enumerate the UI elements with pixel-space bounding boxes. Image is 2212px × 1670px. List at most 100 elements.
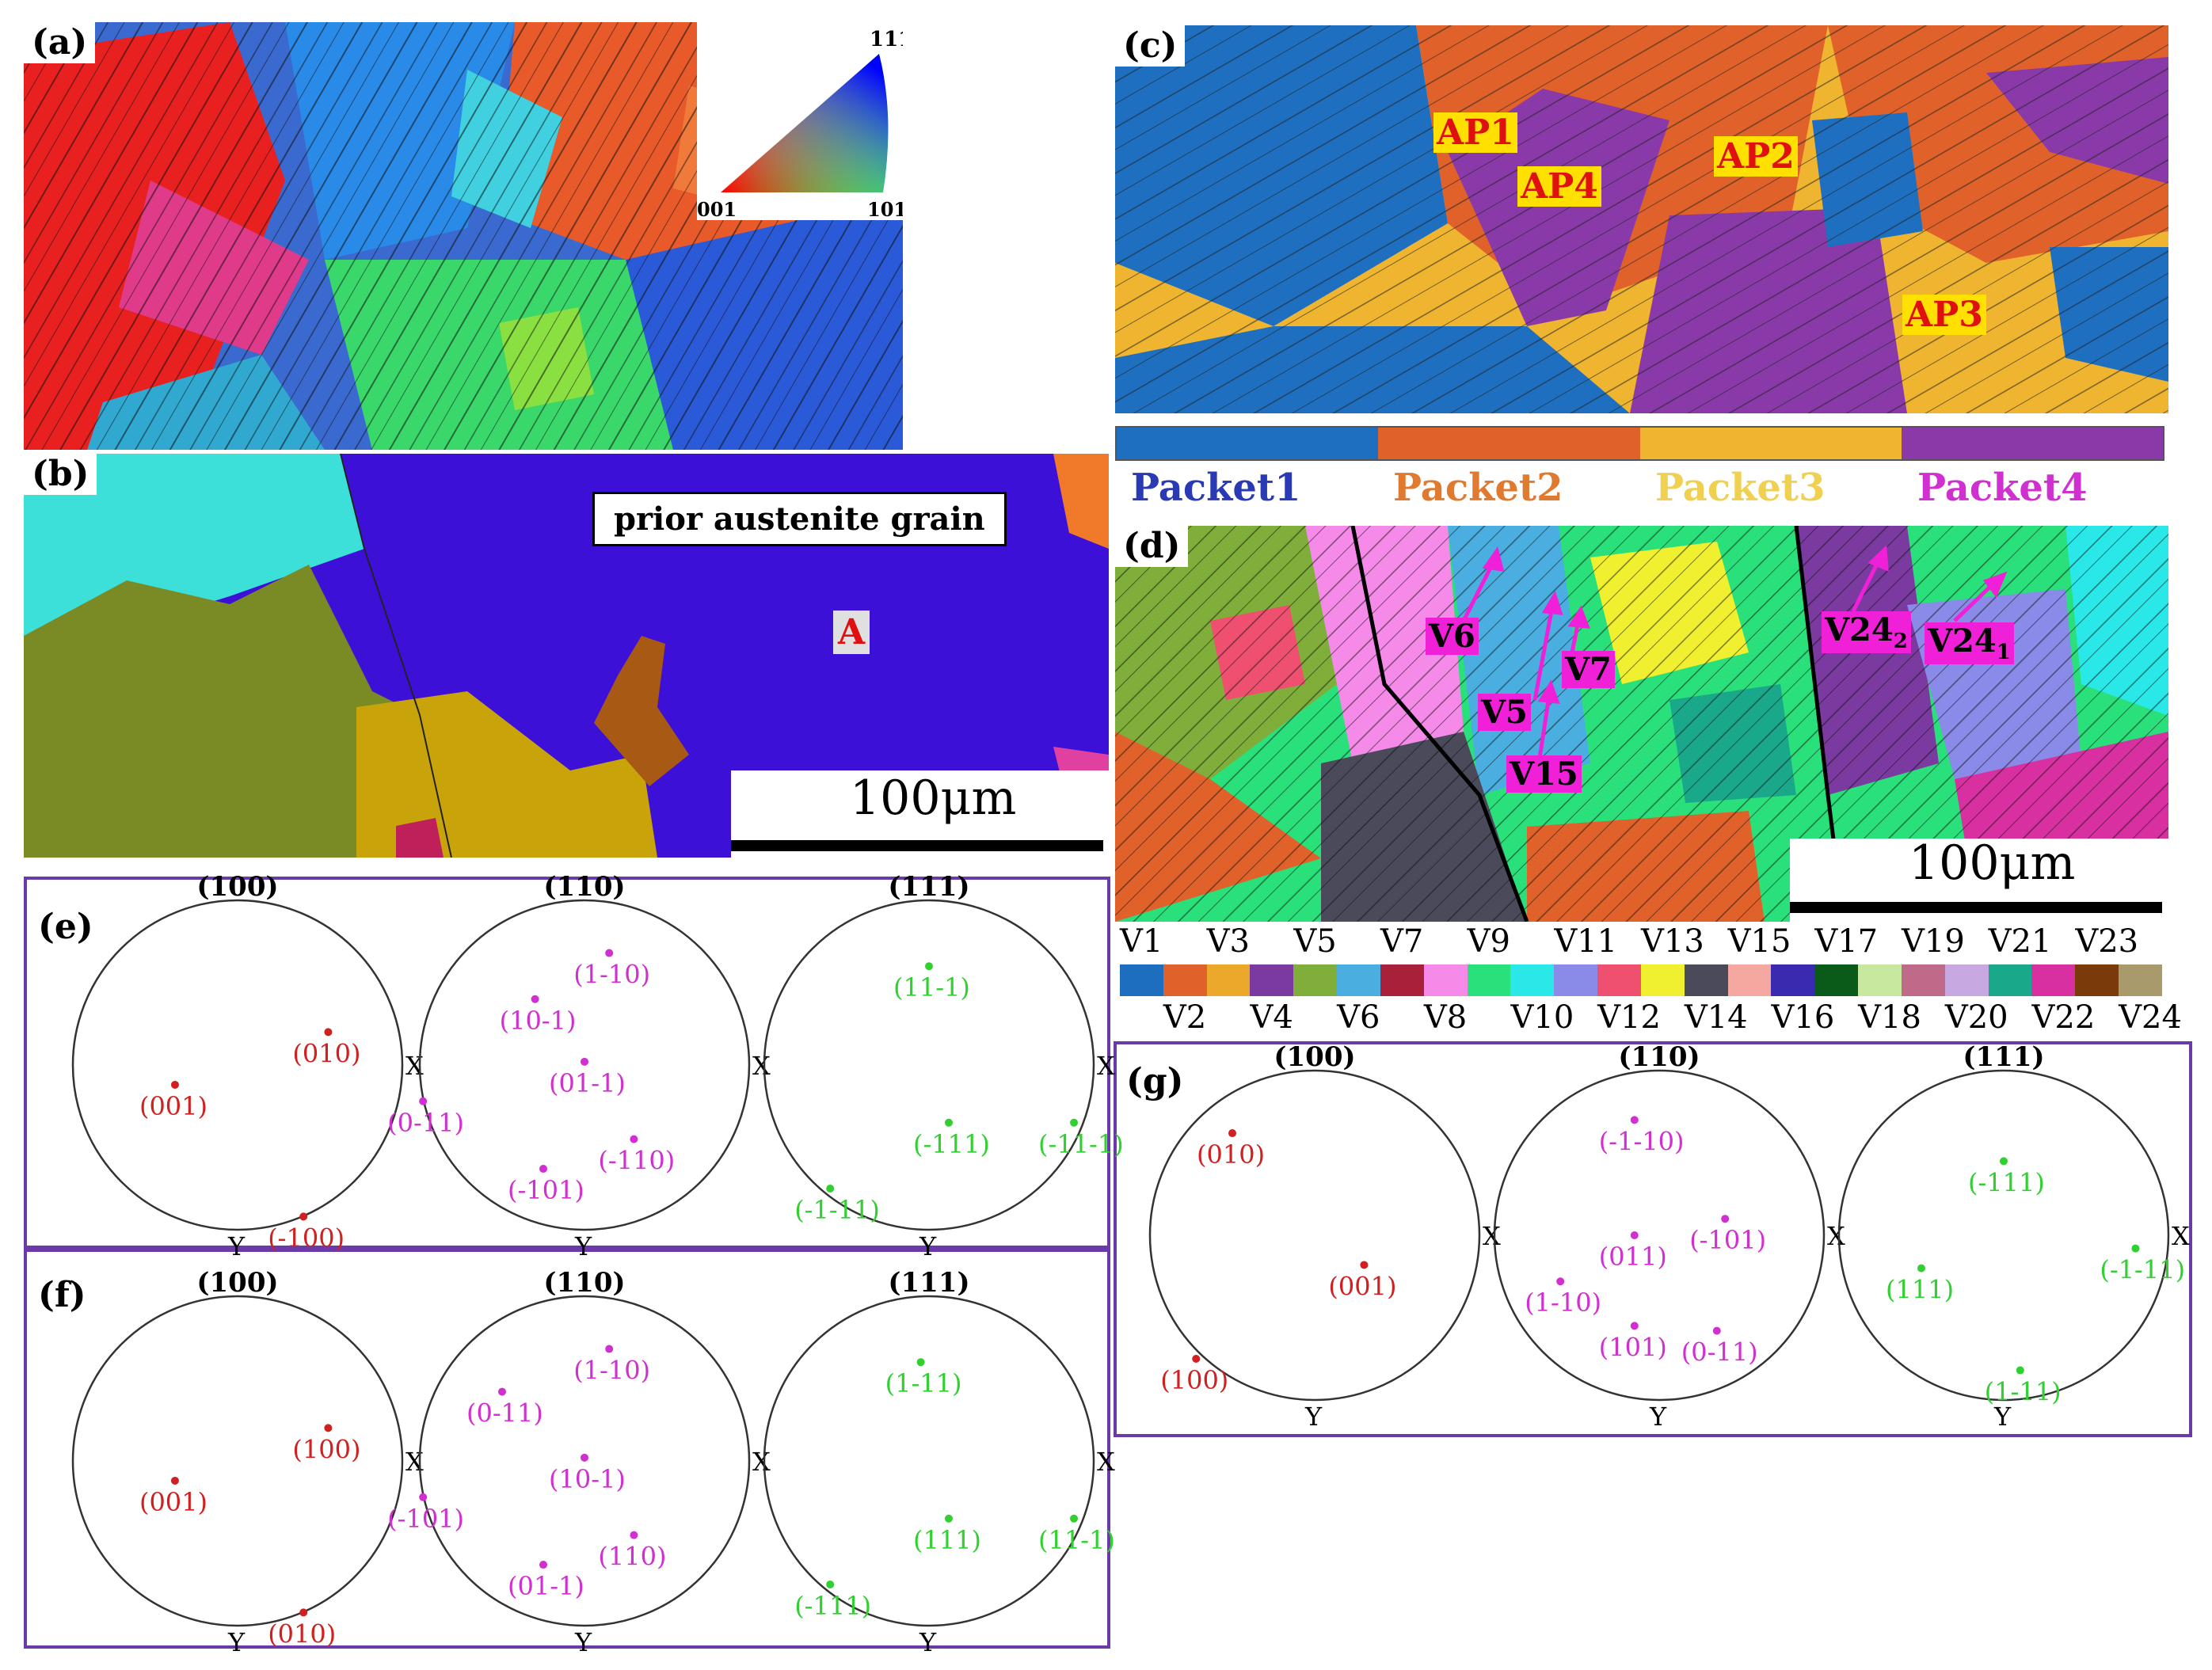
pole-header: (110)	[543, 1267, 625, 1299]
axis-x-label: X	[1483, 1221, 1501, 1251]
variant-label-even: V16	[1771, 999, 1835, 1036]
variant-swatch-8	[1423, 964, 1468, 996]
pole-point-label: (11-1)	[893, 972, 970, 1002]
pole-header: (111)	[888, 1267, 969, 1299]
packet-swatch-3	[1639, 428, 1902, 459]
pole-point	[2000, 1157, 2008, 1166]
pole-point-label: (-1-11)	[794, 1195, 880, 1225]
variant-swatch-22	[2031, 964, 2076, 996]
pole-point	[1917, 1264, 1925, 1272]
pole-point-label: (01-1)	[549, 1068, 626, 1098]
pole-point	[1556, 1277, 1565, 1286]
variant-label-even: V8	[1423, 999, 1468, 1036]
tag-v7: V7	[1562, 651, 1615, 688]
variant-swatch-23	[2075, 964, 2119, 996]
axis-x-label: X	[752, 1447, 771, 1477]
variant-label-even: V10	[1510, 999, 1574, 1036]
packet-name-3: Packet3	[1655, 466, 1826, 510]
pole-point	[2016, 1366, 2024, 1375]
tag-v24-1-text: V24	[1928, 622, 1997, 660]
packet-swatch-4	[1901, 428, 2163, 459]
variant-swatch-16	[1771, 964, 1815, 996]
packet-legend-names: Packet1 Packet2 Packet3 Packet4	[1115, 466, 2164, 513]
tag-ap2: AP2	[1714, 136, 1798, 177]
pole-point-label: (001)	[139, 1487, 207, 1517]
variant-swatch-15	[1727, 964, 1772, 996]
pole-header: (111)	[888, 871, 969, 903]
pole-point	[1721, 1215, 1730, 1223]
axis-x-label: X	[1097, 1447, 1115, 1477]
pole-point-label: (10-1)	[500, 1006, 577, 1036]
pole-point-label: (101)	[1599, 1332, 1667, 1362]
pole-point	[539, 1165, 547, 1174]
variant-label-odd: V7	[1380, 923, 1424, 960]
pole-point-label: (010)	[268, 1619, 336, 1649]
axis-y-label: Y	[919, 1627, 937, 1657]
pole-point-label: (010)	[1197, 1139, 1265, 1170]
variant-legend-odd-labels: V1 V3 V5 V7 V9 V11 V13 V15 V17 V19 V21 V23	[1115, 923, 2168, 960]
scalebar-b-bar	[731, 840, 1103, 851]
pole-point-label: (0-11)	[1681, 1337, 1758, 1368]
variant-swatch-3	[1206, 964, 1251, 996]
pole-point-label: (1-10)	[573, 960, 650, 990]
packet-name-2: Packet2	[1393, 466, 1563, 510]
axis-x-label: X	[1827, 1221, 1845, 1251]
variant-label-even: V22	[2031, 999, 2096, 1036]
pole-point-label: (010)	[292, 1038, 360, 1068]
pole-point	[1630, 1322, 1639, 1330]
variant-label-odd: V23	[2075, 923, 2139, 960]
axis-x-label: X	[1097, 1051, 1115, 1081]
tag-ap1: AP1	[1433, 112, 1517, 153]
variant-swatch-4	[1250, 964, 1294, 996]
panel-b-prior-austenite-map: (b) prior austenite grain A 100μm	[24, 454, 1109, 858]
pole-point-label: (-110)	[598, 1146, 675, 1176]
variant-label-even: V14	[1684, 999, 1748, 1036]
pole-point-label: (100)	[292, 1434, 360, 1464]
packet-swatch-2	[1378, 428, 1640, 459]
pole-point	[419, 1097, 428, 1105]
pole-circle-g-p111	[1837, 1069, 2170, 1402]
pole-point-label: (0-11)	[466, 1398, 543, 1428]
variant-swatch-12	[1597, 964, 1641, 996]
axis-y-label: Y	[574, 1627, 592, 1657]
tag-ap3: AP3	[1902, 295, 1986, 335]
pole-point-label: (-101)	[508, 1175, 584, 1205]
variant-label-even: V18	[1858, 999, 1921, 1036]
grain-a-tag: A	[833, 611, 870, 654]
variant-swatch-9	[1467, 964, 1511, 996]
scalebar-d: 100μm	[1790, 835, 2168, 922]
variant-legend-even-labels: V2 V4 V6 V8 V10 V12 V14 V16 V18 V20 V22 V24	[1115, 999, 2208, 1036]
pole-point-label: (0-11)	[387, 1108, 464, 1138]
variant-swatch-21	[1988, 964, 2032, 996]
pole-point	[170, 1476, 179, 1485]
pole-point	[605, 1345, 614, 1353]
variant-swatch-5	[1293, 964, 1338, 996]
ipf-label-111: 111	[870, 28, 903, 51]
pole-header: (100)	[196, 1267, 278, 1299]
pole-point-label: (-101)	[1689, 1225, 1766, 1255]
pole-point	[1360, 1261, 1369, 1269]
panel-f-label: (f)	[30, 1275, 94, 1316]
pole-point	[630, 1531, 638, 1539]
variant-label-odd: V1	[1120, 923, 1163, 960]
pole-point	[1192, 1355, 1201, 1363]
pole-point-label: (-111)	[794, 1591, 871, 1621]
pole-header: (110)	[543, 871, 625, 903]
ipf-label-001: 001	[697, 198, 737, 220]
variant-swatch-18	[1858, 964, 1902, 996]
variant-swatch-1	[1120, 964, 1163, 996]
axis-y-label: Y	[919, 1231, 937, 1261]
variant-swatch-24	[2119, 964, 2162, 996]
variant-swatch-7	[1380, 964, 1424, 996]
pole-circle-e-p111	[763, 899, 1095, 1231]
pole-point	[539, 1561, 547, 1569]
pole-point	[581, 1453, 588, 1462]
pole-point	[2131, 1244, 2140, 1253]
panel-b-label: (b)	[24, 454, 97, 495]
axis-y-label: Y	[1649, 1402, 1667, 1432]
pole-point	[419, 1493, 428, 1501]
variant-label-odd: V3	[1206, 923, 1250, 960]
pole-point-label: (111)	[913, 1525, 981, 1555]
variant-swatch-11	[1554, 964, 1598, 996]
